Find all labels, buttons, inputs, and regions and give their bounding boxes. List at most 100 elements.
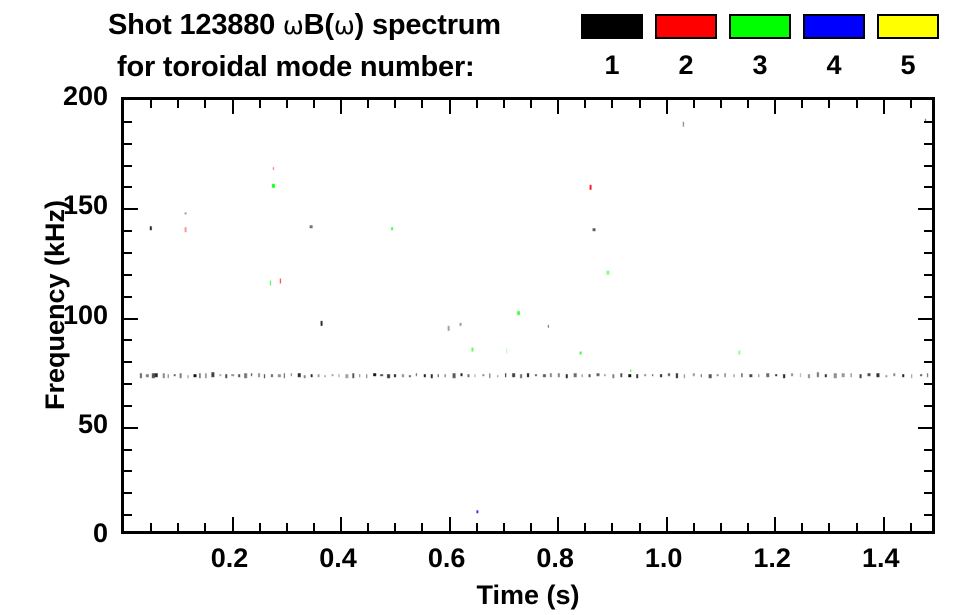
legend-swatch-mode-2 <box>655 14 717 39</box>
legend-swatch-mode-5 <box>877 14 939 39</box>
y-tick-minor <box>124 383 132 386</box>
legend-entry-mode-5[interactable]: 5 <box>877 14 943 90</box>
y-tick-minor <box>124 404 132 407</box>
spectrum-scatter-canvas <box>124 100 932 531</box>
x-tick-minor <box>421 523 424 531</box>
x-tick-minor <box>530 100 532 108</box>
title-b-text: B( <box>303 9 334 41</box>
x-tick-minor <box>204 100 207 108</box>
legend-entry-mode-3[interactable]: 3 <box>729 14 795 90</box>
y-tick-label: 50 <box>77 408 108 439</box>
title-spectrum-text: ) spectrum <box>354 9 501 41</box>
x-tick-minor <box>177 100 180 108</box>
x-tick-major <box>340 100 343 114</box>
x-tick-major <box>882 517 885 531</box>
x-tick-minor <box>909 523 912 531</box>
x-tick-minor <box>258 100 261 108</box>
x-tick-minor <box>692 100 695 108</box>
x-tick-minor <box>611 523 614 531</box>
x-tick-major <box>448 517 451 531</box>
omega-symbol-2: ω <box>333 11 355 40</box>
x-tick-minor <box>801 100 804 108</box>
x-tick-minor <box>584 100 587 108</box>
y-tick-minor <box>924 448 932 451</box>
x-tick-label: 0.2 <box>210 543 249 573</box>
y-tick-minor <box>124 251 132 254</box>
legend-entry-mode-2[interactable]: 2 <box>655 14 721 90</box>
y-tick-minor <box>124 295 132 298</box>
y-tick-minor <box>924 273 932 276</box>
y-tick-minor <box>124 273 132 276</box>
y-tick-minor <box>924 361 932 364</box>
y-tick-minor <box>924 470 932 473</box>
y-tick-minor <box>124 120 132 123</box>
plot-area <box>121 97 935 534</box>
x-tick-major <box>231 100 234 114</box>
x-tick-minor <box>611 100 614 108</box>
x-tick-label: 1.2 <box>753 543 791 573</box>
x-tick-major <box>882 100 885 114</box>
x-tick-minor <box>502 100 505 108</box>
x-tick-minor <box>719 523 722 531</box>
x-tick-minor <box>285 100 288 108</box>
y-tick-minor <box>124 164 132 167</box>
legend-label-mode-1: 1 <box>604 50 620 80</box>
x-tick-minor <box>828 100 831 108</box>
x-tick-minor <box>394 523 397 531</box>
y-tick-minor <box>924 230 932 233</box>
legend-label-mode-5: 5 <box>900 50 916 80</box>
y-tick-label: 150 <box>62 190 108 221</box>
y-tick-minor <box>124 361 132 364</box>
y-tick-minor <box>924 404 932 407</box>
legend-label-mode-2: 2 <box>678 50 694 80</box>
x-axis-title: Time (s) <box>476 580 580 610</box>
x-tick-minor <box>367 100 370 108</box>
y-tick-minor <box>924 339 932 342</box>
legend-entry-mode-1[interactable]: 1 <box>581 14 647 90</box>
x-tick-label: 0.6 <box>427 543 466 573</box>
figure-title-line-1: Shot 123880 ωB(ω) spectrum <box>108 8 501 43</box>
y-tick-minor <box>124 448 132 451</box>
y-tick-minor <box>924 492 932 495</box>
legend-entry-mode-4[interactable]: 4 <box>803 14 869 90</box>
x-tick-minor <box>312 523 315 531</box>
x-tick-minor <box>204 523 207 531</box>
y-tick-major <box>918 426 932 429</box>
y-tick-minor <box>124 142 132 145</box>
y-tick-label: 200 <box>62 81 108 111</box>
x-tick-minor <box>177 523 180 531</box>
x-tick-major <box>774 100 777 114</box>
x-tick-minor <box>367 523 370 531</box>
x-tick-major <box>557 517 560 531</box>
x-tick-minor <box>150 100 153 108</box>
y-tick-minor <box>124 470 132 473</box>
y-tick-major <box>124 317 138 320</box>
legend-label-mode-4: 4 <box>826 50 842 80</box>
x-tick-minor <box>855 100 858 108</box>
x-tick-minor <box>421 100 424 108</box>
y-tick-major <box>918 317 932 320</box>
legend-swatch-mode-3 <box>729 14 791 39</box>
y-tick-minor <box>924 251 932 254</box>
y-tick-minor <box>124 339 132 342</box>
x-tick-minor <box>747 100 750 108</box>
x-tick-minor <box>285 523 288 531</box>
legend-swatch-mode-4 <box>803 14 865 39</box>
title-shot-text: Shot 123880 <box>108 9 283 41</box>
y-tick-label: 100 <box>62 299 108 330</box>
x-tick-major <box>665 517 668 531</box>
y-tick-minor <box>924 514 932 517</box>
y-tick-minor <box>924 383 932 386</box>
legend: 1 2 3 4 5 <box>581 14 951 90</box>
x-tick-minor <box>909 100 912 108</box>
x-tick-major <box>665 100 668 114</box>
x-tick-major <box>774 517 777 531</box>
x-tick-minor <box>530 523 532 531</box>
y-tick-major <box>124 208 138 211</box>
y-tick-minor <box>924 120 932 123</box>
x-tick-minor <box>475 100 478 108</box>
x-tick-minor <box>312 100 315 108</box>
x-tick-minor <box>638 523 641 531</box>
y-tick-label: 0 <box>92 518 108 548</box>
